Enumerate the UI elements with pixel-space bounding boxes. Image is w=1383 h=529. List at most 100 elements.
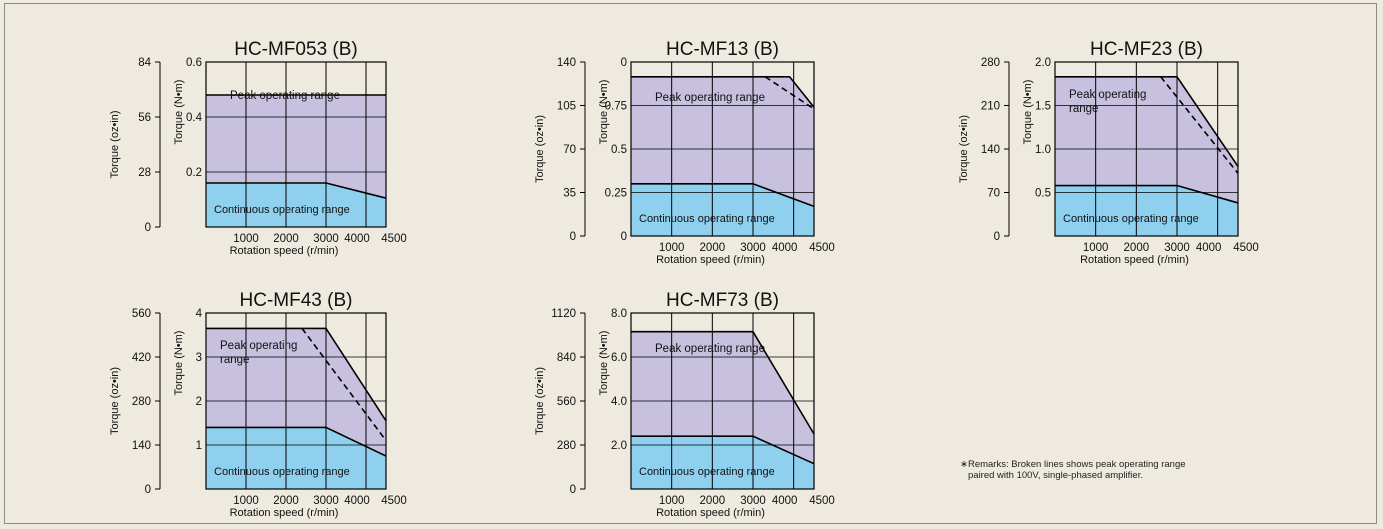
peak-torque-curve [631,330,815,435]
continuous-torque-curve [206,182,387,199]
oz-tick-label: 0 [570,484,576,496]
chart-panel-3: Peak operating range Continuous operating … [958,39,1259,266]
y-axis-label-nm: Torque (N•m) [1022,80,1034,145]
peak-range-label-line2: range [220,354,249,366]
chart-title: HC-MF23 (B) [1090,39,1203,60]
continuous-range-label: Continuous operating range [639,213,775,225]
continuous-range-label: Continuous operating range [639,466,775,478]
nm-tick-label: 0 [621,231,627,243]
nm-tick-label: 3 [196,352,202,364]
oz-tick-label: 210 [981,101,1000,113]
x-tick-label: 4500 [809,495,835,507]
nm-tick-label: 6.0 [611,352,627,364]
nm-tick-label: 2.0 [1035,57,1051,69]
oz-tick-label: 280 [557,440,576,452]
peak-torque-curve [631,75,815,108]
x-tick-label: 3000 [313,495,339,507]
peak-100v-broken-curve [1160,76,1239,174]
continuous-range-label: Continuous operating range [1063,213,1199,225]
x-axis-label: Rotation speed (r/min) [656,254,765,266]
x-tick-label: 2000 [700,242,726,254]
continuous-operating-area [206,183,386,227]
x-axis-label: Rotation speed (r/min) [230,507,339,519]
chart-panel-4: Peak operating range Continuous operating … [109,290,407,519]
nm-tick-label: 0.6 [186,57,202,69]
nm-tick-label: 8.0 [611,308,627,320]
plot-border [205,312,387,490]
x-tick-label: 1000 [659,495,685,507]
oz-tick-label: 0 [570,231,576,243]
oz-tick-label: 140 [132,440,151,452]
peak-range-label: Peak operating range [655,92,765,104]
continuous-torque-curve [631,183,815,208]
oz-tick-label: 28 [138,167,151,179]
peak-range-label-line2: range [1069,103,1098,115]
peak-range-label: Peak operating [220,340,297,352]
chart-title: HC-MF73 (B) [666,290,779,311]
oz-tick-label: 70 [563,144,576,156]
peak-range-label: Peak operating range [230,90,340,102]
x-tick-label: 4000 [1196,242,1222,254]
x-axis-label: Rotation speed (r/min) [230,245,339,257]
oz-tick-label: 280 [981,57,1000,69]
oz-tick-label: 140 [557,57,576,69]
plot-border [630,61,815,237]
oz-tick-label: 70 [987,188,1000,200]
peak-torque-curve [1055,75,1239,167]
oz-tick-label: 0 [145,222,151,234]
plot-border [630,312,815,490]
peak-range-label: Peak operating [1069,89,1146,101]
oz-tick-label: 420 [132,352,151,364]
plot-border [205,61,387,228]
nm-tick-label: 0.2 [186,167,202,179]
continuous-operating-area [1055,185,1238,236]
x-tick-label: 4000 [772,242,798,254]
x-tick-label: 2000 [700,495,726,507]
nm-tick-label: 0.4 [186,112,203,124]
remarks-note: ∗Remarks: Broken lines shows peak operat… [960,459,1300,481]
nm-tick-label: 0.5 [1035,188,1051,200]
x-tick-label: 4000 [772,495,798,507]
oz-tick-label: 105 [557,101,576,113]
oz-tick-label: 1120 [551,308,576,320]
x-tick-label: 1000 [659,242,685,254]
chart-title: HC-MF43 (B) [240,290,353,311]
continuous-range-label: Continuous operating range [214,204,350,216]
x-tick-label: 4000 [344,233,370,245]
chart-panel-5: Peak operating range Continuous operating… [534,290,835,519]
oz-tick-label: 140 [981,144,1000,156]
oz-tick-label: 280 [132,396,151,408]
plot-border [1054,61,1239,237]
oz-tick-label: 560 [132,308,151,320]
y-axis-label-nm: Torque (N•m) [598,80,610,145]
peak-range-label: Peak operating range [655,343,765,355]
continuous-operating-area [206,427,386,489]
oz-tick-label: 35 [563,188,576,200]
oz-tick-label: 56 [138,112,151,124]
remarks-line-1: ∗Remarks: Broken lines shows peak operat… [960,459,1186,470]
x-tick-label: 2000 [273,495,299,507]
y-axis-label-oz: Torque (oz•in) [534,115,546,183]
chart-title: HC-MF053 (B) [234,39,358,60]
continuous-operating-area [631,436,814,489]
nm-tick-label: 0.75 [605,101,627,113]
peak-torque-curve [206,327,387,422]
x-axis-label: Rotation speed (r/min) [656,507,765,519]
x-tick-label: 4500 [381,233,407,245]
oz-tick-label: 840 [557,352,576,364]
nm-tick-label: 0 [621,57,627,69]
x-axis-label: Rotation speed (r/min) [1080,254,1189,266]
peak-100v-broken-curve [301,327,387,442]
x-tick-label: 4500 [809,242,835,254]
nm-tick-label: 0.25 [605,188,627,200]
x-tick-label: 1000 [233,233,259,245]
x-tick-label: 2000 [1124,242,1150,254]
continuous-operating-area [631,183,814,236]
nm-tick-label: 2 [196,396,202,408]
continuous-range-label: Continuous operating range [214,466,350,478]
continuous-torque-curve [206,426,387,457]
x-tick-label: 3000 [313,233,339,245]
y-axis-label-oz: Torque (oz•in) [109,110,121,178]
nm-tick-label: 2.0 [611,440,627,452]
